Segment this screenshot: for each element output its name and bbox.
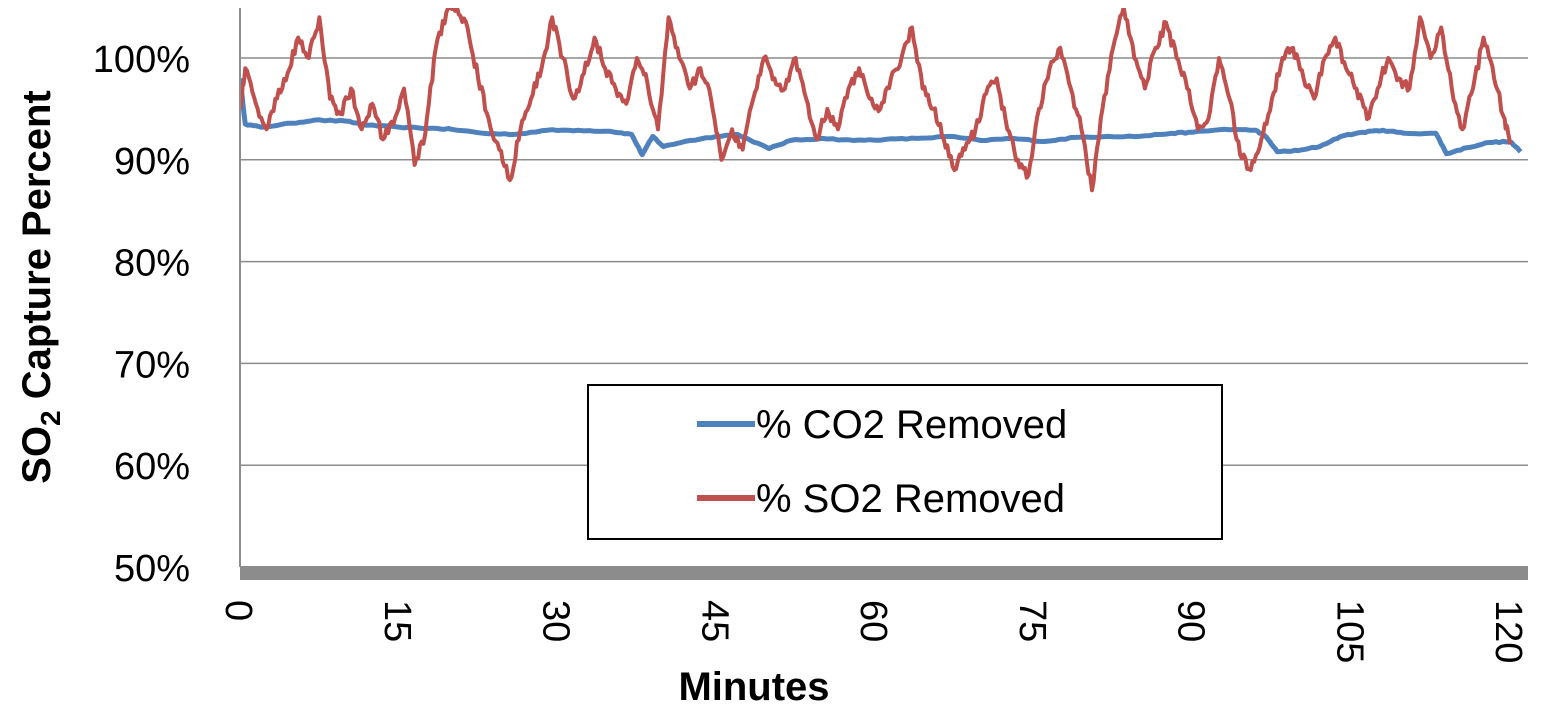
x-tick-label: 75 — [1011, 600, 1053, 642]
y-tick-label: 50% — [114, 548, 190, 590]
x-tick-label: 90 — [1170, 600, 1212, 642]
grid-lines — [240, 57, 1528, 466]
legend-box — [587, 384, 1223, 540]
y-tick-label: 100% — [93, 39, 190, 81]
legend: % CO2 Removed % SO2 Removed — [587, 384, 1223, 540]
x-axis-title: Minutes — [678, 665, 829, 706]
y-tick-label: 60% — [114, 446, 190, 488]
x-tick-label: 120 — [1487, 600, 1529, 663]
y-tick-label: 80% — [114, 243, 190, 285]
y-tick-labels: 50% 60% 70% 80% 90% 100% — [93, 39, 190, 590]
series-line-co2 — [240, 78, 1523, 158]
legend-label-so2: % SO2 Removed — [756, 477, 1065, 521]
y-axis-title: SO2 Capture Percent — [15, 90, 66, 483]
y-tick-label: 70% — [114, 344, 190, 386]
x-tick-label: 105 — [1328, 600, 1370, 663]
y-tick-label: 90% — [114, 141, 190, 183]
x-tick-label: 30 — [535, 600, 577, 642]
series-layer — [240, 8, 1523, 193]
x-tick-label: 60 — [852, 600, 894, 642]
x-tick-label: 0 — [217, 600, 259, 621]
series-line-so2 — [240, 8, 1512, 193]
x-axis-bar — [240, 566, 1528, 580]
x-tick-label: 15 — [376, 600, 418, 642]
axes — [239, 8, 1528, 580]
x-tick-labels: 0 15 30 45 60 75 90 105 120 — [217, 600, 1529, 663]
legend-label-co2: % CO2 Removed — [756, 403, 1067, 447]
x-tick-label: 45 — [693, 600, 735, 642]
